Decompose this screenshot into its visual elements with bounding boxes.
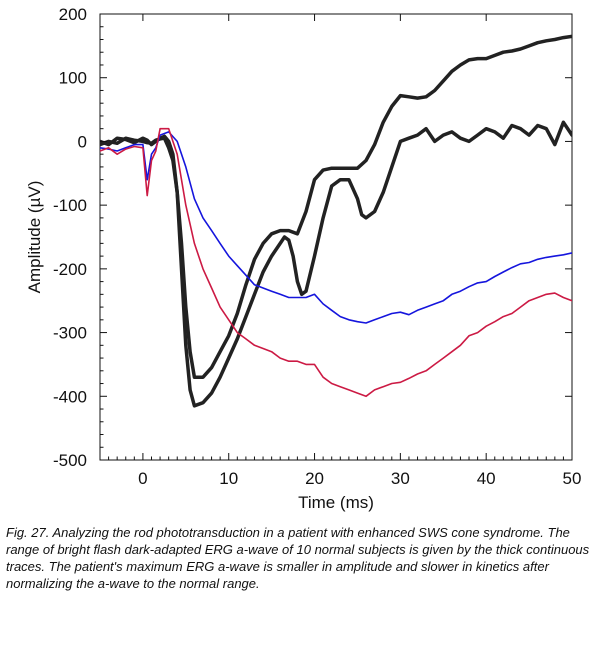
x-tick-label: 0 — [138, 469, 147, 488]
x-tick-label: 50 — [563, 469, 582, 488]
y-tick-label: 100 — [59, 69, 87, 88]
y-tick-label: -300 — [53, 324, 87, 343]
figure-caption: Fig. 27. Analyzing the rod phototransduc… — [6, 525, 590, 591]
y-tick-label: -400 — [53, 387, 87, 406]
y-tick-label: 0 — [78, 132, 87, 151]
x-tick-label: 10 — [219, 469, 238, 488]
series-line-3 — [100, 131, 572, 324]
y-tick-label: -100 — [53, 196, 87, 215]
x-tick-label: 20 — [305, 469, 324, 488]
plot-frame — [99, 13, 573, 461]
series-line-4 — [100, 127, 572, 398]
y-tick-label: 200 — [59, 5, 87, 24]
series-line-1 — [100, 34, 572, 379]
y-axis-title: Amplitude (µV) — [25, 181, 44, 294]
series-line-2 — [100, 120, 572, 408]
erg-line-chart: 0 10 20 30 40 50 -500 -400 -300 -200 -100 0 100 200 T… — [25, 5, 582, 512]
y-tick-label: -500 — [53, 451, 87, 470]
y-tick-label: -200 — [53, 260, 87, 279]
x-tick-label: 30 — [391, 469, 410, 488]
x-axis-title: Time (ms) — [298, 493, 374, 512]
x-tick-label: 40 — [477, 469, 496, 488]
